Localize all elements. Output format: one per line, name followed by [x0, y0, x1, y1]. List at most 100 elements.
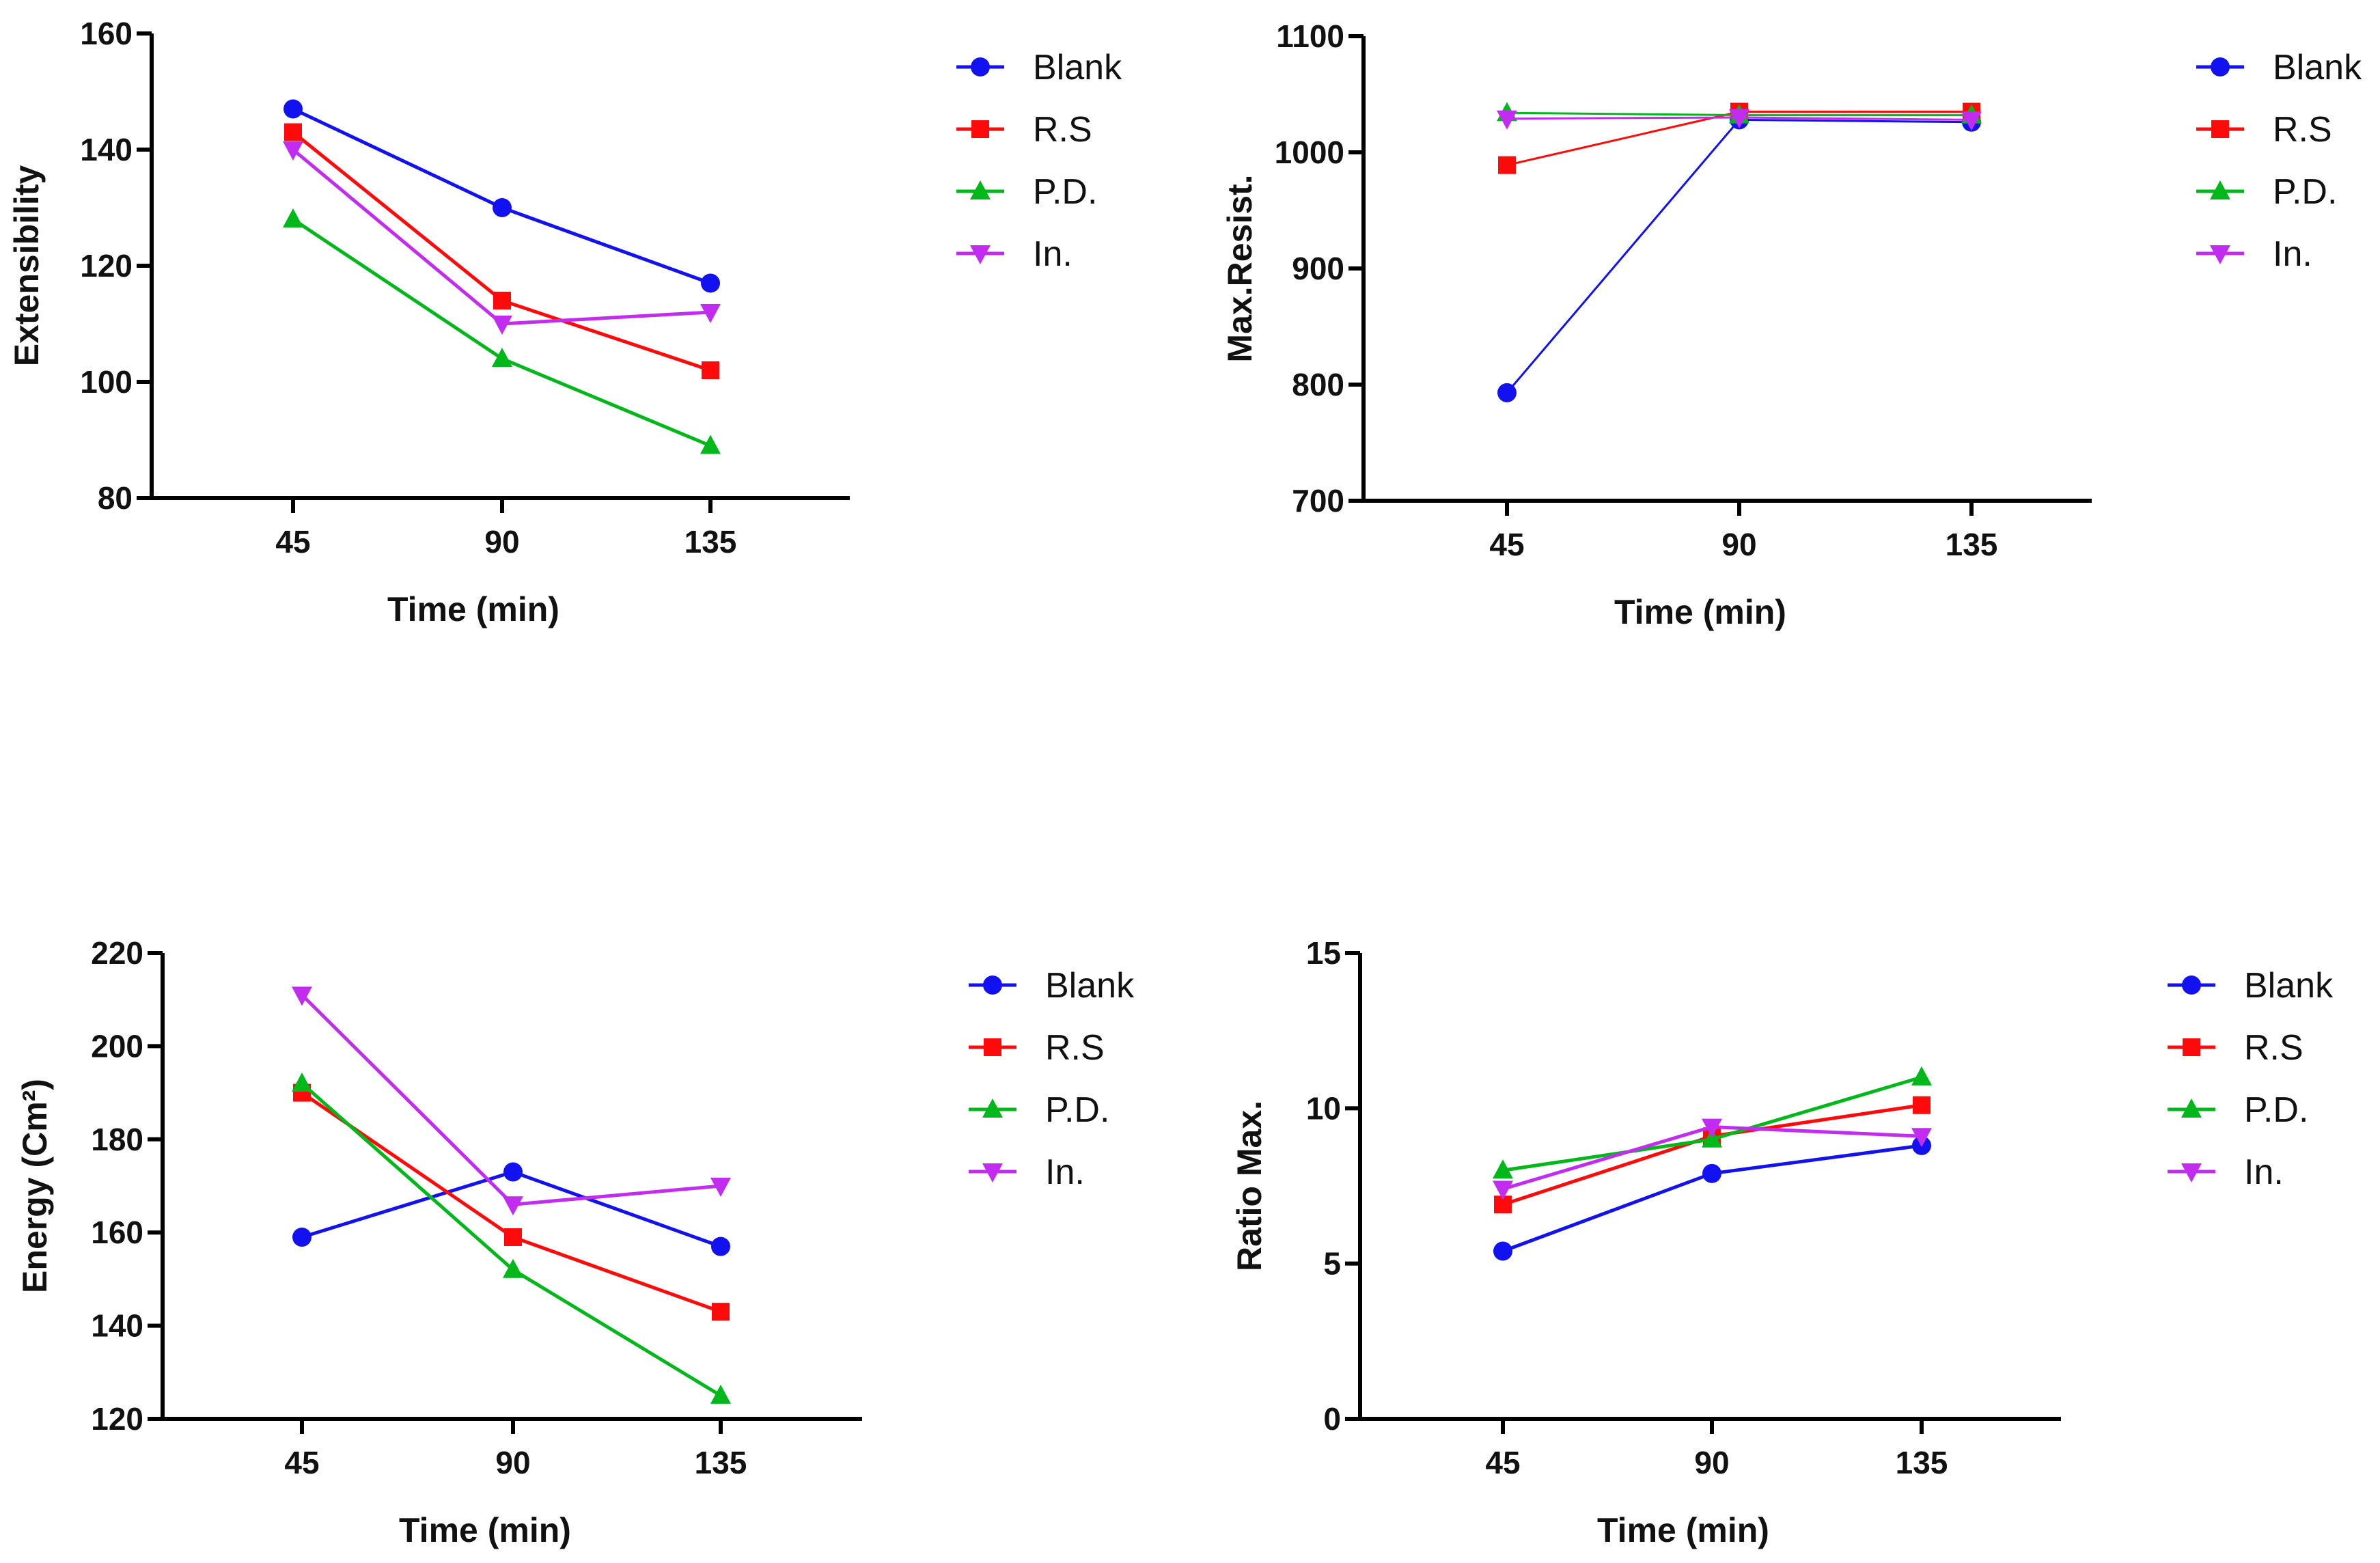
data-point: [492, 316, 512, 335]
legend-marker: [971, 120, 989, 138]
legend-item: R.S: [2196, 110, 2332, 150]
series-in: [1493, 1118, 1932, 1200]
legend-marker: [982, 1163, 1003, 1182]
data-point: [1498, 156, 1516, 174]
x-tick-label: 45: [275, 524, 310, 559]
y-tick-label: 160: [80, 16, 133, 51]
legend-item: R.S: [969, 1028, 1105, 1068]
legend-item: Blank: [2196, 48, 2362, 87]
x-tick-label: 45: [1485, 1445, 1520, 1480]
y-tick-label: 800: [1292, 367, 1344, 402]
legend-label: Blank: [1045, 966, 1135, 1006]
x-axis-title: Time (min): [387, 590, 559, 628]
x-tick-label: 135: [695, 1445, 747, 1480]
y-tick-label: 1000: [1275, 135, 1344, 170]
legend-item: In.: [2168, 1152, 2284, 1192]
data-point: [1493, 1180, 1513, 1200]
y-tick-label: 10: [1306, 1090, 1341, 1126]
legend-label: R.S: [1033, 110, 1092, 150]
series-in: [1497, 109, 1982, 131]
legend-marker: [2210, 180, 2230, 199]
series-pd: [1493, 1066, 1932, 1179]
data-point: [503, 1196, 523, 1216]
legend-label: P.D.: [2244, 1090, 2308, 1130]
series-blank: [292, 1162, 730, 1256]
y-tick-label: 120: [80, 248, 133, 283]
series-line: [292, 130, 711, 372]
legend-marker: [984, 1038, 1001, 1056]
x-tick-label: 135: [1896, 1445, 1948, 1480]
data-point: [283, 99, 303, 119]
series-blank: [1493, 1135, 1931, 1261]
data-point: [711, 1236, 730, 1256]
series-blank: [1497, 110, 1981, 402]
chart-panel: 700 800 900 1000 1100 45 90 135 Time (min) Max.Re…: [1221, 18, 2362, 631]
data-point: [492, 348, 512, 367]
legend-marker: [2211, 57, 2230, 77]
legend-label: P.D.: [1045, 1090, 1109, 1130]
data-point: [292, 986, 312, 1006]
x-tick-label: 45: [1489, 527, 1524, 562]
series-pd: [292, 1072, 731, 1404]
data-point: [1702, 1128, 1722, 1148]
data-point: [1911, 1066, 1932, 1085]
x-axis-title: Time (min): [1597, 1511, 1769, 1549]
x-tick-label: 135: [684, 524, 737, 559]
data-point: [1493, 1241, 1512, 1261]
legend-label: Blank: [2244, 966, 2334, 1006]
series-line: [292, 107, 711, 285]
data-point: [1729, 109, 1749, 128]
legend-marker: [2183, 1038, 2200, 1056]
series-in: [283, 141, 721, 335]
data-point: [283, 208, 303, 227]
legend-label: In.: [1045, 1152, 1085, 1192]
legend-item: R.S: [2168, 1028, 2303, 1068]
legend-marker: [983, 976, 1002, 995]
data-point: [1702, 1118, 1722, 1138]
series-line: [1506, 118, 1972, 393]
y-tick-label: 80: [98, 480, 133, 516]
data-point: [292, 1072, 312, 1092]
x-tick-label: 135: [1946, 527, 1998, 562]
legend-item: P.D.: [956, 172, 1097, 212]
legend-label: In.: [1033, 234, 1073, 274]
legend-label: Blank: [1033, 48, 1122, 87]
legend-label: R.S: [2244, 1028, 2303, 1068]
y-tick-label: 900: [1292, 251, 1344, 286]
legend-label: R.S: [1045, 1028, 1105, 1068]
data-point: [504, 1228, 522, 1247]
y-axis-title: Ratio Max.: [1230, 1101, 1269, 1271]
series-rs: [284, 123, 719, 379]
series-in: [292, 986, 731, 1216]
x-axis-title: Time (min): [1614, 593, 1786, 631]
legend-label: P.D.: [1033, 172, 1097, 212]
legend-marker: [971, 57, 990, 77]
y-tick-label: 140: [80, 132, 133, 167]
y-tick-label: 160: [91, 1215, 143, 1250]
y-tick-label: 0: [1323, 1401, 1341, 1437]
legend-marker: [2182, 976, 2201, 995]
x-tick-label: 45: [284, 1445, 319, 1480]
legend-item: In.: [969, 1152, 1085, 1192]
chart-panel: 120 140 160 180 200 220 45 90 135 Time (min) Energ…: [16, 935, 1135, 1549]
data-point: [1493, 1159, 1513, 1179]
data-point: [700, 434, 721, 454]
legend-marker: [2210, 245, 2230, 264]
y-axis-title: Energy (Cm²): [16, 1079, 54, 1293]
data-point: [283, 141, 303, 161]
legend-label: Blank: [2273, 48, 2362, 87]
series-blank: [283, 99, 720, 293]
legend-item: In.: [2196, 234, 2312, 274]
data-point: [503, 1258, 523, 1278]
data-point: [493, 292, 511, 309]
legend-marker: [982, 1098, 1003, 1118]
x-tick-label: 90: [1721, 527, 1756, 562]
data-point: [1497, 383, 1517, 402]
y-tick-label: 180: [91, 1122, 143, 1157]
y-axis-title: Extensibility: [8, 165, 46, 367]
y-tick-label: 120: [91, 1401, 143, 1437]
data-point: [1961, 111, 1982, 131]
series-rs: [1494, 1096, 1931, 1214]
x-tick-label: 90: [495, 1445, 530, 1480]
legend-label: R.S: [2273, 110, 2332, 150]
